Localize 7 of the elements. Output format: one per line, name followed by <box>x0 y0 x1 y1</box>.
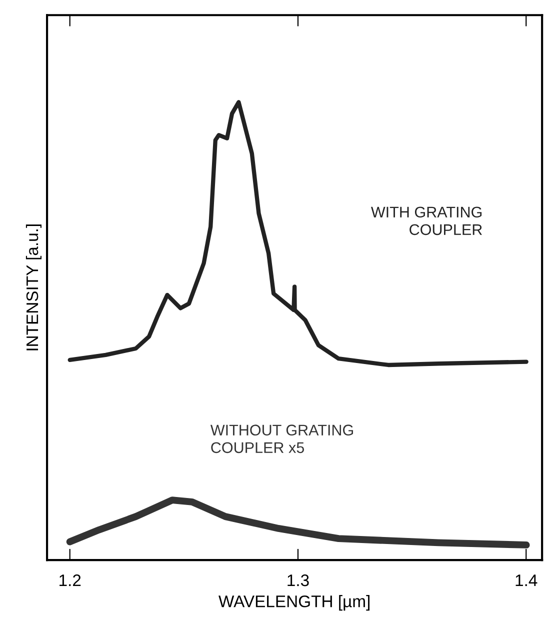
x-tick-label: 1.3 <box>288 574 309 586</box>
x-tick-label: 1.4 <box>516 574 538 586</box>
text: WITHOUT GRATING COUPLER x5 <box>210 424 353 454</box>
x-axis-title: WAVELENGTH [µm] <box>218 595 370 611</box>
x-tick-label: 1.2 <box>60 574 81 586</box>
text: WITH GRATING COUPLER <box>370 206 482 236</box>
y-axis-title: INTENSITY [a.u.] <box>26 224 42 350</box>
